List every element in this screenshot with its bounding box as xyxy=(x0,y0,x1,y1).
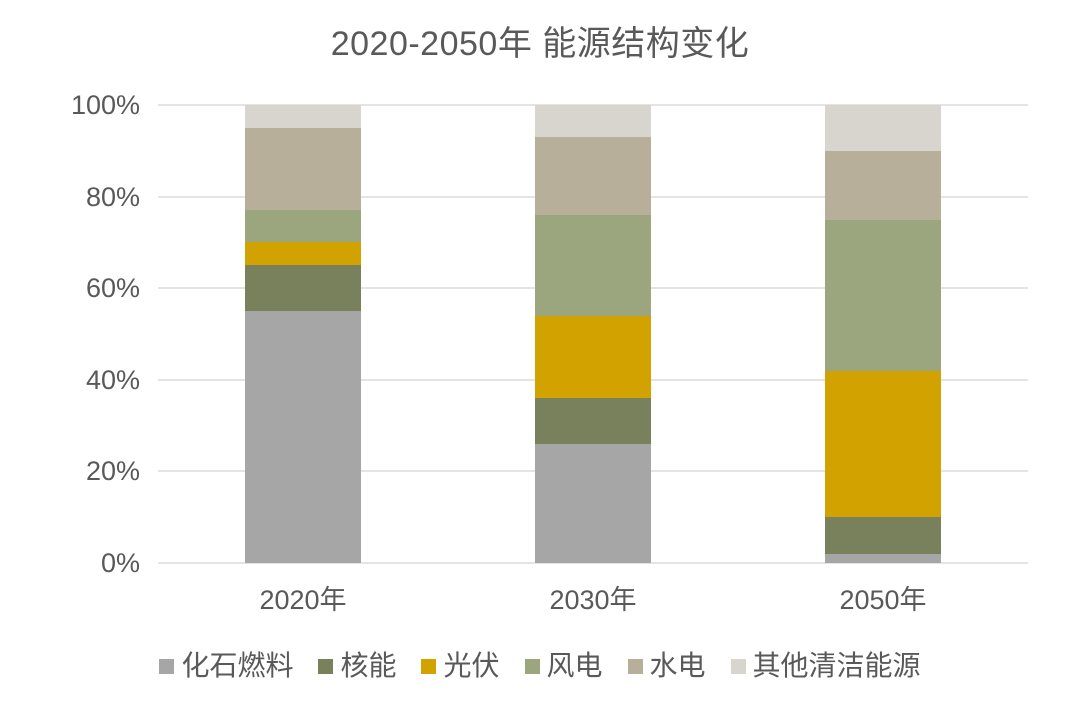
legend-item-光伏: 光伏 xyxy=(421,649,500,683)
segment-其他清洁能源-2030年 xyxy=(535,105,651,138)
bar-slot-2020年 xyxy=(158,105,448,563)
stacked-bar-2050年 xyxy=(825,105,941,563)
segment-其他清洁能源-2020年 xyxy=(245,105,361,128)
segment-光伏-2050年 xyxy=(825,370,941,518)
stacked-bar-2030年 xyxy=(535,105,651,563)
segment-化石燃料-2050年 xyxy=(825,553,941,563)
bar-slot-2050年 xyxy=(738,105,1028,563)
legend-label: 风电 xyxy=(546,650,603,681)
legend-item-水电: 水电 xyxy=(627,649,706,683)
x-tick-label-2050年: 2050年 xyxy=(839,585,927,615)
segment-其他清洁能源-2050年 xyxy=(825,105,941,151)
legend-item-核能: 核能 xyxy=(318,649,396,683)
stacked-bar-2020年 xyxy=(245,105,361,563)
legend-label: 核能 xyxy=(340,650,397,681)
segment-风电-2050年 xyxy=(825,219,941,371)
segment-水电-2050年 xyxy=(825,150,941,220)
legend-item-风电: 风电 xyxy=(524,649,603,683)
bar-series-area xyxy=(158,105,1028,563)
y-tick-label-40%: 40% xyxy=(85,364,140,395)
x-tick-label-2020年: 2020年 xyxy=(259,585,347,615)
gridline-0% xyxy=(158,562,1028,564)
segment-化石燃料-2020年 xyxy=(245,311,361,563)
y-tick-label-60%: 60% xyxy=(85,273,140,304)
segment-风电-2030年 xyxy=(535,214,651,316)
y-tick-label-0%: 0% xyxy=(100,548,140,578)
segment-光伏-2030年 xyxy=(535,315,651,399)
y-axis-labels: 0% 20% 40% 60% 80% 100% xyxy=(0,90,140,578)
legend: 化石燃料 核能 光伏 风电 水电 其他清洁能源 xyxy=(0,649,1080,683)
legend-label: 水电 xyxy=(649,650,706,681)
segment-水电-2020年 xyxy=(245,127,361,211)
legend-swatch-icon xyxy=(159,658,175,674)
y-tick-label-100%: 100% xyxy=(70,90,140,120)
x-tick-label-2030年: 2030年 xyxy=(549,585,637,615)
chart-title: 2020-2050年 能源结构变化 xyxy=(330,25,750,63)
y-tick-label-20%: 20% xyxy=(85,456,140,487)
legend-swatch-icon xyxy=(421,658,437,674)
legend-label: 化石燃料 xyxy=(181,650,294,681)
segment-核能-2020年 xyxy=(245,265,361,312)
legend-swatch-icon xyxy=(318,658,334,674)
legend-item-其他清洁能源: 其他清洁能源 xyxy=(730,649,921,683)
legend-item-化石燃料: 化石燃料 xyxy=(159,649,293,683)
segment-水电-2030年 xyxy=(535,137,651,215)
segment-化石燃料-2030年 xyxy=(535,443,651,563)
segment-核能-2030年 xyxy=(535,398,651,444)
gridline-100% xyxy=(158,104,1028,106)
segment-核能-2050年 xyxy=(825,517,941,554)
legend-label: 光伏 xyxy=(443,650,500,681)
bar-slot-2030年 xyxy=(448,105,738,563)
legend-swatch-icon xyxy=(627,658,643,674)
segment-光伏-2020年 xyxy=(245,242,361,266)
y-tick-label-80%: 80% xyxy=(85,181,140,212)
legend-label: 其他清洁能源 xyxy=(752,650,921,681)
legend-swatch-icon xyxy=(730,658,746,674)
segment-风电-2020年 xyxy=(245,210,361,243)
plot-area xyxy=(158,104,1028,564)
x-axis-labels: 2020年 2030年 2050年 xyxy=(158,583,1028,617)
legend-swatch-icon xyxy=(524,658,540,674)
